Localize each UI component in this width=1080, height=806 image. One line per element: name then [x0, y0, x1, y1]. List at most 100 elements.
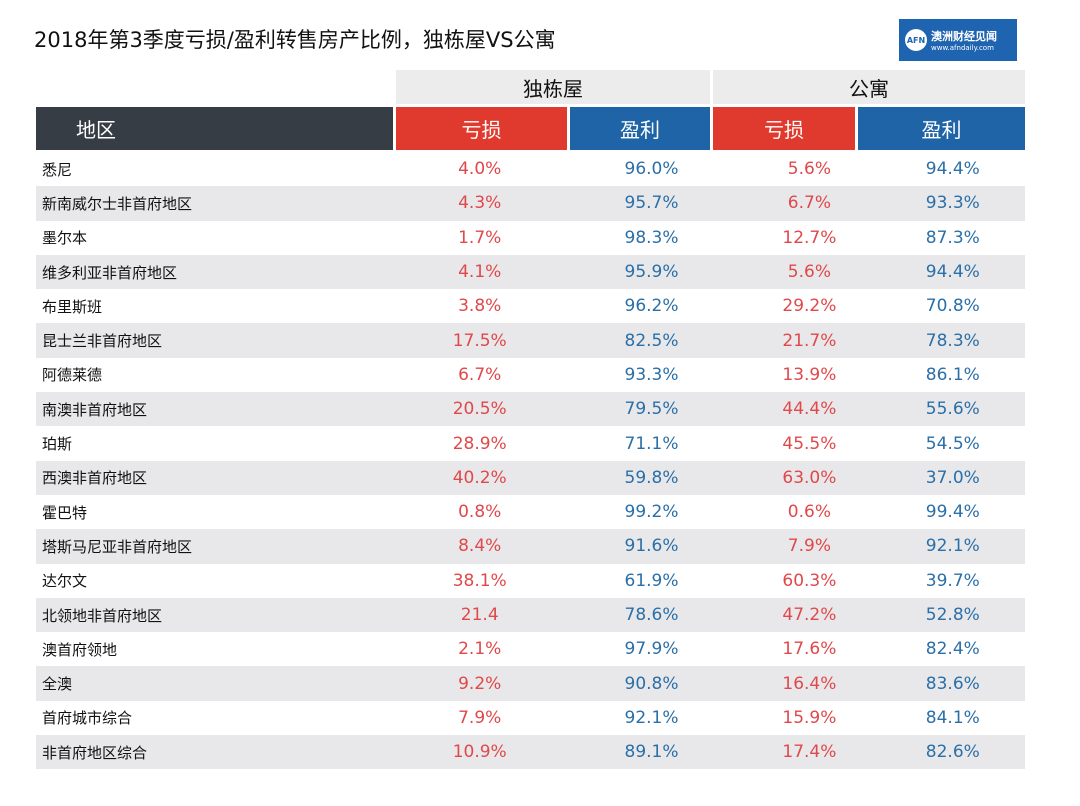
region-cell: 达尔文: [42, 572, 88, 591]
region-cell: 西澳非首府地区: [42, 469, 148, 488]
house-profit-cell: 93.3%: [624, 364, 679, 385]
apt-loss-cell: 7.9%: [787, 536, 831, 557]
apt-loss-cell: 5.6%: [787, 159, 831, 180]
table-row: 布里斯班 3.8% 96.2% 29.2% 70.8%: [36, 289, 1025, 323]
region-cell: 布里斯班: [42, 297, 103, 316]
house-loss-cell: 21.4: [460, 605, 499, 625]
apt-loss-cell: 29.2%: [782, 296, 837, 317]
apt-profit-cell: 84.1%: [925, 707, 980, 728]
apt-profit-cell: 52.8%: [925, 605, 980, 625]
apt-profit-cell: 55.6%: [925, 399, 980, 420]
house-loss-cell: 9.2%: [458, 673, 502, 694]
house-loss-cell: 0.8%: [458, 502, 502, 523]
house-profit-cell: 71.1%: [624, 433, 679, 454]
region-cell: 首府城市综合: [42, 709, 133, 728]
logo-url: www.afndaily.com: [931, 44, 994, 52]
apt-profit-cell: 99.4%: [925, 502, 980, 523]
table-row: 澳首府领地 2.1% 97.9% 17.6% 82.4%: [36, 632, 1025, 666]
header-house-loss: 亏损: [396, 107, 567, 150]
apt-loss-cell: 44.4%: [782, 399, 837, 420]
region-cell: 北领地非首府地区: [42, 606, 163, 625]
house-profit-cell: 90.8%: [624, 673, 679, 694]
house-loss-cell: 38.1%: [452, 570, 507, 591]
apt-loss-cell: 60.3%: [782, 570, 837, 591]
house-profit-cell: 97.9%: [624, 639, 679, 660]
house-profit-cell: 89.1%: [624, 742, 679, 763]
house-loss-cell: 1.7%: [458, 227, 502, 248]
page-title: 2018年第3季度亏损/盈利转售房产比例，独栋屋VS公寓: [34, 28, 556, 52]
house-loss-cell: 17.5%: [452, 330, 507, 351]
region-cell: 珀斯: [42, 435, 73, 454]
apt-profit-cell: 94.4%: [925, 159, 980, 180]
house-loss-cell: 2.1%: [458, 639, 502, 660]
region-cell: 悉尼: [42, 160, 73, 179]
apt-loss-cell: 63.0%: [782, 467, 837, 488]
apt-loss-cell: 17.4%: [782, 742, 837, 763]
apt-profit-cell: 94.4%: [925, 262, 980, 283]
table-row: 阿德莱德 6.7% 93.3% 13.9% 86.1%: [36, 358, 1025, 392]
table-row: 非首府地区综合 10.9% 89.1% 17.4% 82.6%: [36, 735, 1025, 770]
table-row: 西澳非首府地区 40.2% 59.8% 63.0% 37.0%: [36, 460, 1025, 495]
apt-loss-cell: 21.7%: [782, 330, 837, 351]
table-row: 维多利亚非首府地区 4.1% 95.9% 5.6% 94.4%: [36, 254, 1025, 290]
apt-profit-cell: 37.0%: [925, 467, 980, 488]
table-row: 塔斯马尼亚非首府地区 8.4% 91.6% 7.9% 92.1%: [36, 529, 1025, 564]
group-apartment: 公寓: [713, 70, 1025, 104]
apt-profit-cell: 70.8%: [925, 296, 980, 317]
table-row: 南澳非首府地区 20.5% 79.5% 44.4% 55.6%: [36, 392, 1025, 427]
region-cell: 维多利亚非首府地区: [42, 263, 178, 282]
region-cell: 霍巴特: [42, 503, 88, 522]
house-loss-cell: 4.1%: [458, 262, 502, 283]
apt-loss-cell: 13.9%: [782, 364, 837, 385]
afn-logo-icon: AFN: [905, 29, 927, 51]
table-row: 全澳 9.2% 90.8% 16.4% 83.6%: [36, 666, 1025, 701]
header-house-profit: 盈利: [570, 107, 710, 150]
house-loss-cell: 4.3%: [458, 193, 502, 214]
house-profit-cell: 82.5%: [624, 330, 679, 351]
region-cell: 全澳: [42, 675, 73, 694]
house-profit-cell: 96.2%: [624, 296, 679, 317]
house-profit-cell: 96.0%: [624, 159, 679, 180]
table-row: 珀斯 28.9% 71.1% 45.5% 54.5%: [36, 426, 1025, 460]
apt-profit-cell: 82.4%: [925, 639, 980, 660]
house-profit-cell: 61.9%: [624, 570, 679, 591]
house-profit-cell: 99.2%: [624, 502, 679, 523]
table-row: 首府城市综合 7.9% 92.1% 15.9% 84.1%: [36, 701, 1025, 735]
apt-profit-cell: 87.3%: [925, 227, 980, 248]
header-apt-profit: 盈利: [858, 107, 1025, 150]
house-loss-cell: 8.4%: [458, 536, 502, 557]
table-row: 北领地非首府地区 21.4 78.6% 47.2% 52.8%: [36, 597, 1025, 633]
apt-loss-cell: 0.6%: [787, 502, 831, 523]
group-house: 独栋屋: [396, 70, 710, 104]
logo-name: 澳洲财经见闻: [931, 30, 997, 43]
apt-profit-cell: 92.1%: [925, 536, 980, 557]
apt-loss-cell: 5.6%: [787, 262, 831, 283]
region-cell: 墨尔本: [42, 229, 88, 248]
house-loss-cell: 7.9%: [458, 707, 502, 728]
region-cell: 澳首府领地: [42, 640, 118, 659]
house-profit-cell: 92.1%: [624, 707, 679, 728]
apt-loss-cell: 45.5%: [782, 433, 837, 454]
house-profit-cell: 95.9%: [624, 262, 679, 283]
logo: AFN 澳洲财经见闻 www.afndaily.com: [899, 19, 1017, 61]
apt-loss-cell: 16.4%: [782, 673, 837, 694]
header-apt-loss: 亏损: [713, 107, 855, 150]
table-row: 新南威尔士非首府地区 4.3% 95.7% 6.7% 93.3%: [36, 186, 1025, 221]
house-profit-cell: 79.5%: [624, 399, 679, 420]
table-row: 悉尼 4.0% 96.0% 5.6% 94.4%: [36, 152, 1025, 186]
table-row: 达尔文 38.1% 61.9% 60.3% 39.7%: [36, 564, 1025, 598]
house-loss-cell: 4.0%: [458, 159, 502, 180]
data-table: 悉尼 4.0% 96.0% 5.6% 94.4% 新南威尔士非首府地区 4.3% 95.7% 6…: [36, 152, 1025, 770]
house-loss-cell: 10.9%: [452, 742, 507, 763]
apt-loss-cell: 47.2%: [782, 605, 837, 625]
house-profit-cell: 59.8%: [624, 467, 679, 488]
region-cell: 非首府地区综合: [42, 743, 148, 762]
apt-profit-cell: 86.1%: [925, 364, 980, 385]
apt-profit-cell: 93.3%: [925, 193, 980, 214]
apt-loss-cell: 15.9%: [782, 707, 837, 728]
region-cell: 阿德莱德: [42, 366, 103, 385]
house-loss-cell: 28.9%: [452, 433, 507, 454]
region-cell: 塔斯马尼亚非首府地区: [42, 537, 193, 556]
house-loss-cell: 6.7%: [458, 364, 502, 385]
table-row: 墨尔本 1.7% 98.3% 12.7% 87.3%: [36, 221, 1025, 255]
